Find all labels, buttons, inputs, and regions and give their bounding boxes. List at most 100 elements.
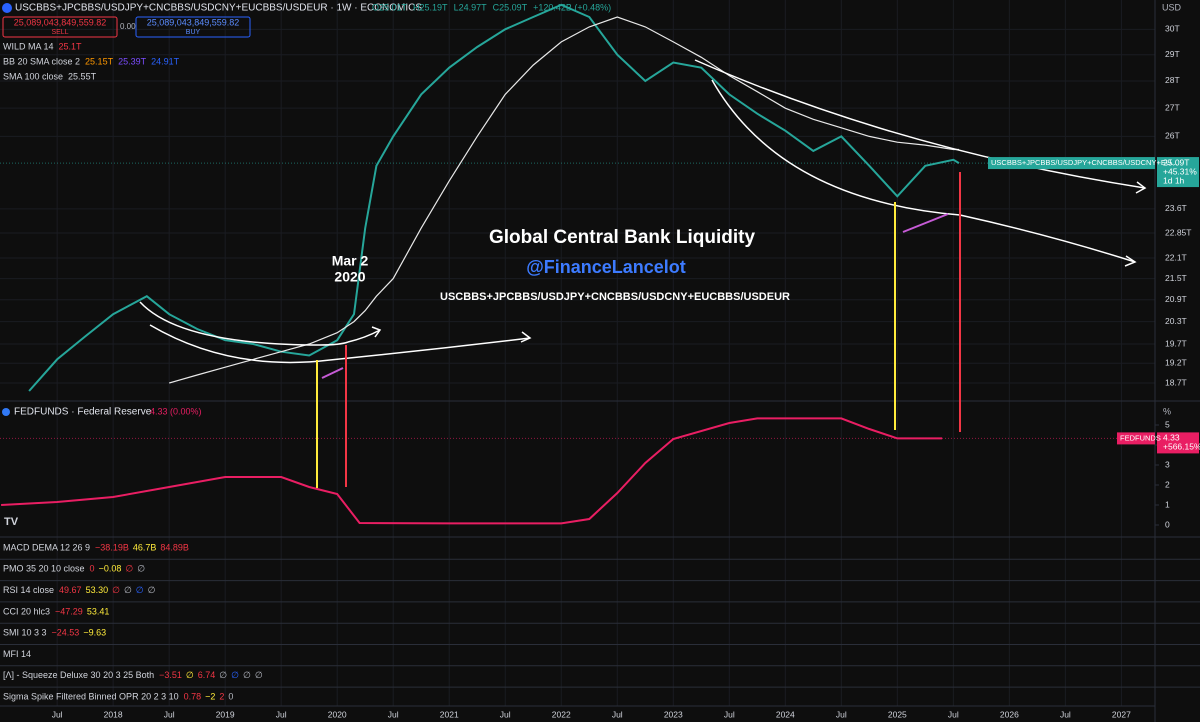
indicator-value: ∅ (243, 670, 251, 680)
x-tick-label: 2019 (216, 709, 235, 719)
y-tick-label: 20.9T (1165, 294, 1187, 304)
x-tick-label: 2027 (1112, 709, 1131, 719)
indicator-value: 49.67 (59, 585, 82, 595)
annotation: Global Central Bank Liquidity (489, 227, 755, 248)
indicator-value: ∅ (231, 670, 239, 680)
sell-button[interactable] (2, 16, 118, 38)
x-tick-label: 2026 (1000, 709, 1019, 719)
legend-value: 25.39T (118, 56, 147, 66)
series-tag (1117, 432, 1155, 445)
indicator-value: 53.30 (86, 585, 109, 595)
legend-name: WILD MA 14 (3, 41, 54, 51)
sell-price: 25,089,043,849,559.82 (14, 17, 107, 27)
price-tag (1157, 157, 1199, 188)
indicator-value: −47.29 (55, 606, 83, 616)
y-tick-label: 19.7T (1165, 338, 1187, 348)
currency: USD (1162, 2, 1182, 12)
arrow-head (520, 331, 532, 343)
x-tick-label: 2025 (888, 709, 907, 719)
annotation: 2020 (334, 269, 365, 285)
x-tick-label: 2023 (664, 709, 683, 719)
logo: TV (4, 516, 19, 528)
buy-button[interactable] (135, 16, 251, 38)
indicator-name: MACD DEMA 12 26 9 (3, 542, 90, 552)
series-tag-name: USCBBS+JPCBBS/USDJPY+CNCBBS/USDCNY+EU... (991, 158, 1178, 167)
x-tick-label: Jul (612, 709, 623, 719)
indicator-value: ∅ (186, 670, 194, 680)
indicator-value: 53.41 (87, 606, 110, 616)
x-tick-label: Jul (164, 709, 175, 719)
indicator-value: ∅ (125, 564, 133, 574)
legend-value: 25.1T (59, 41, 83, 51)
legend-value: 25.15T (85, 56, 114, 66)
indicator-value: −3.51 (159, 670, 182, 680)
ohlc-value: O25.01T (372, 2, 408, 12)
y-tick-label: 20.3T (1165, 316, 1187, 326)
x-tick-label: Jul (1060, 709, 1071, 719)
series-tag-name: FEDFUNDS (1120, 433, 1161, 442)
drawn-segment (321, 367, 344, 379)
grid-layer (0, 0, 1159, 706)
legend-name: SMA 100 close (3, 71, 63, 81)
x-tick-label: Jul (948, 709, 959, 719)
arrow-head (1135, 181, 1147, 194)
y-tick-label: 3 (1165, 459, 1170, 469)
ohlc: O25.01T H25.19T L24.97T C25.09T +120.42B (+0… (372, 2, 611, 12)
indicator-name: MFI 14 (3, 649, 31, 659)
drawn-arrow (711, 79, 1136, 263)
price-tag-text: +45.31% (1163, 166, 1197, 176)
x-tick-label: 2018 (104, 709, 123, 719)
y-tick-label: 22.1T (1165, 252, 1187, 262)
indicator-name: RSI 14 close (3, 585, 54, 595)
indicator-name: PMO 35 20 10 close (3, 564, 85, 574)
price-tag-text: +566.15% (1163, 442, 1200, 452)
buy-label: BUY (186, 29, 201, 36)
indicator-name: Sigma Spike Filtered Binned OPR 20 2 3 1… (3, 691, 179, 701)
y-tick-label: 21.5T (1165, 273, 1187, 283)
price-tag-text: 25.09T (1163, 157, 1189, 167)
indicator-value: ∅ (136, 585, 144, 595)
indicator-value: −24.53 (52, 628, 80, 638)
series-line (28, 3, 960, 392)
price-tag-text: 1d 1h (1163, 175, 1185, 185)
indicator-value: 0 (90, 564, 95, 574)
flag-icon (2, 408, 10, 416)
indicator-value: 6.74 (198, 670, 216, 680)
drawn-arrow (149, 324, 531, 364)
y-tick-label: 1 (1165, 499, 1170, 509)
pane-title: FEDFUNDS · Federal Reserve (14, 407, 152, 418)
spread: 0.00 (120, 22, 136, 31)
x-tick-label: Jul (500, 709, 511, 719)
indicator-value: 0 (228, 691, 233, 701)
indicator-value: −9.63 (83, 628, 106, 638)
indicator-value: ∅ (137, 564, 145, 574)
pane-subtitle: 4.33 (0.00%) (150, 406, 202, 416)
indicator-value: ∅ (124, 585, 132, 595)
indicator-value: −2 (205, 691, 215, 701)
x-tick-label: 2020 (328, 709, 347, 719)
ohlc-value: H25.19T (413, 2, 448, 12)
y-tick-label: 2 (1165, 479, 1170, 489)
indicator-value: ∅ (148, 585, 156, 595)
indicator-value: −38.19B (95, 542, 129, 552)
y-tick-label: 5 (1165, 419, 1170, 429)
series-line (1, 417, 943, 525)
ohlc-value: C25.09T (493, 2, 528, 12)
indicator-value: ∅ (112, 585, 120, 595)
annotation: @FinanceLancelot (526, 257, 686, 277)
drawn-arrow (347, 329, 381, 343)
y-tick-label: 23.6T (1165, 203, 1187, 213)
drawn-curve (139, 301, 349, 346)
x-tick-label: 2024 (776, 709, 795, 719)
arrow-head (1124, 255, 1137, 267)
ohlc-value: +120.42B (+0.48%) (533, 2, 611, 12)
drawings (139, 59, 1147, 364)
x-tick-label: 2021 (440, 709, 459, 719)
series-layer (0, 3, 1155, 525)
y-tick-label: 26T (1165, 131, 1180, 141)
x-tick-label: Jul (724, 709, 735, 719)
x-tick-label: Jul (388, 709, 399, 719)
indicator-name: SMI 10 3 3 (3, 628, 47, 638)
